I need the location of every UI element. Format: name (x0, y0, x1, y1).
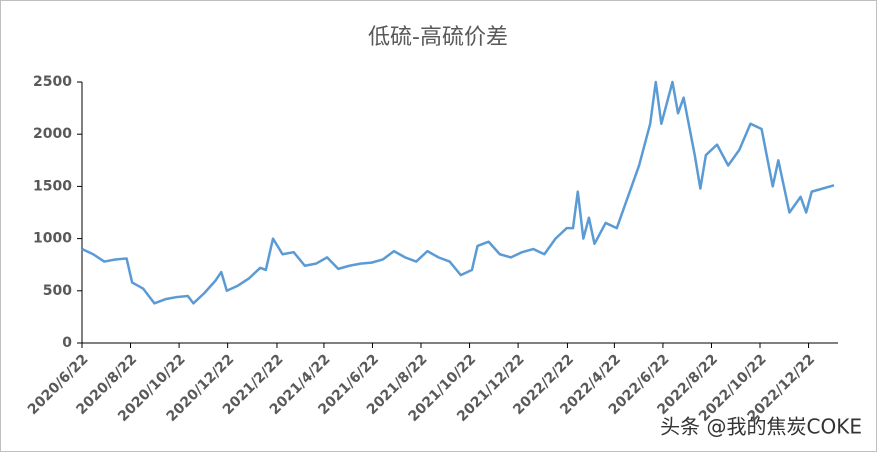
y-tick-label: 2000 (33, 126, 72, 142)
y-tick-label: 1000 (33, 231, 72, 247)
line-series (81, 80, 835, 305)
watermark: 头条 @我的焦炭COKE (660, 415, 862, 439)
y-tick-label: 2500 (33, 74, 72, 90)
y-tick-label: 1500 (33, 178, 72, 194)
y-tick-label: 500 (43, 283, 72, 299)
chart-title: 低硫-高硫价差 (368, 25, 508, 50)
y-tick-label: 0 (62, 335, 72, 351)
